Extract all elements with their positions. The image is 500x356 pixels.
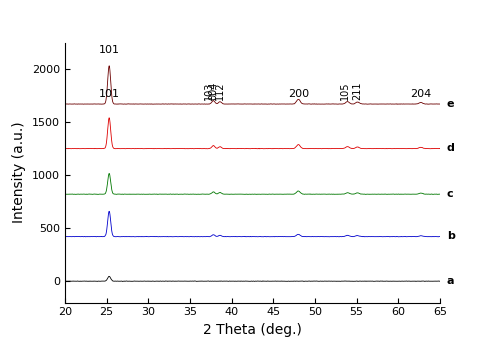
Text: 200: 200 [288, 89, 309, 99]
Text: 211: 211 [352, 81, 362, 100]
Text: 204: 204 [410, 89, 432, 99]
Text: 101: 101 [98, 89, 119, 99]
Text: 101: 101 [98, 46, 119, 56]
Text: e: e [446, 99, 454, 109]
Y-axis label: Intensity (a.u.): Intensity (a.u.) [12, 122, 26, 224]
Text: b: b [446, 231, 454, 241]
Text: a: a [446, 276, 454, 286]
Text: d: d [446, 143, 454, 153]
Text: c: c [446, 189, 454, 199]
Text: 105: 105 [340, 81, 350, 100]
Text: 004: 004 [208, 82, 218, 100]
Text: 112: 112 [214, 81, 224, 100]
X-axis label: 2 Theta (deg.): 2 Theta (deg.) [203, 323, 302, 337]
Text: 103: 103 [204, 82, 214, 100]
